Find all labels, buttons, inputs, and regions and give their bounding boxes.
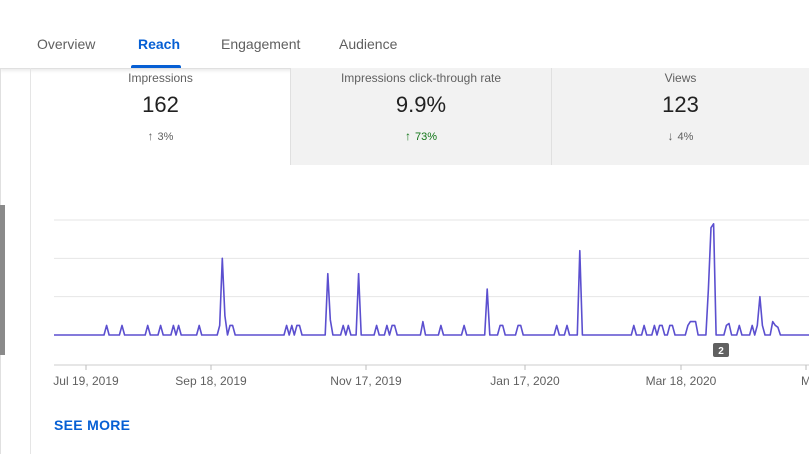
metric-impressions[interactable]: Impressions 162 ↑ 3%: [31, 68, 290, 165]
metric-divider: [551, 68, 552, 165]
tab-engagement[interactable]: Engagement: [221, 36, 301, 52]
x-tick-label: Jul 19, 2019: [53, 374, 119, 388]
x-tick-label: Sep 18, 2019: [175, 374, 247, 388]
metric-delta-value: 3%: [157, 131, 174, 143]
x-tick-label: M: [801, 374, 809, 388]
metric-divider: [290, 68, 291, 165]
tab-overview[interactable]: Overview: [37, 36, 96, 52]
impressions-line-chart: Jul 19, 2019 Sep 18, 2019 Nov 17, 2019 Jan …: [53, 219, 809, 388]
x-tick-label: Nov 17, 2019: [330, 374, 402, 388]
metric-delta-value: 4%: [677, 131, 694, 143]
active-tab-indicator: [131, 65, 181, 68]
metric-label: Impressions click-through rate: [340, 71, 502, 85]
metric-label: Impressions: [128, 71, 193, 85]
metric-delta: ↑ 3%: [31, 129, 290, 143]
tab-reach[interactable]: Reach: [138, 36, 181, 52]
tooltip-value: 2: [718, 346, 724, 357]
tab-bar: Overview Reach Engagement Audience: [0, 0, 809, 69]
metric-value: 162: [142, 92, 179, 117]
see-more-link[interactable]: SEE MORE: [54, 417, 131, 433]
metric-delta: ↑ 73%: [291, 129, 551, 143]
metric-views[interactable]: Views 123 ↓ 4%: [552, 68, 809, 165]
arrow-down-icon: ↓: [667, 129, 674, 143]
series-line: [54, 222, 809, 336]
tooltip-box: [713, 343, 729, 357]
x-tick-label: Jan 17, 2020: [490, 374, 560, 388]
metric-delta: ↓ 4%: [552, 129, 809, 143]
scrollbar-thumb[interactable]: [0, 205, 5, 355]
chart-hover-tooltip[interactable]: 2: [713, 343, 729, 357]
chart-series: [54, 222, 809, 336]
arrow-up-icon: ↑: [147, 129, 154, 143]
tab-audience[interactable]: Audience: [339, 36, 398, 52]
metric-label: Views: [664, 71, 697, 85]
metric-ctr[interactable]: Impressions click-through rate 9.9% ↑ 73%: [291, 68, 551, 165]
chart-grid: [54, 219, 809, 366]
metric-delta-value: 73%: [414, 131, 438, 143]
metric-value: 9.9%: [395, 92, 447, 117]
metric-value: 123: [662, 92, 699, 117]
chart-x-axis: Jul 19, 2019 Sep 18, 2019 Nov 17, 2019 Jan …: [53, 365, 809, 388]
x-tick-label: Mar 18, 2020: [646, 374, 717, 388]
arrow-up-icon: ↑: [404, 129, 411, 143]
card-border: [30, 68, 31, 454]
